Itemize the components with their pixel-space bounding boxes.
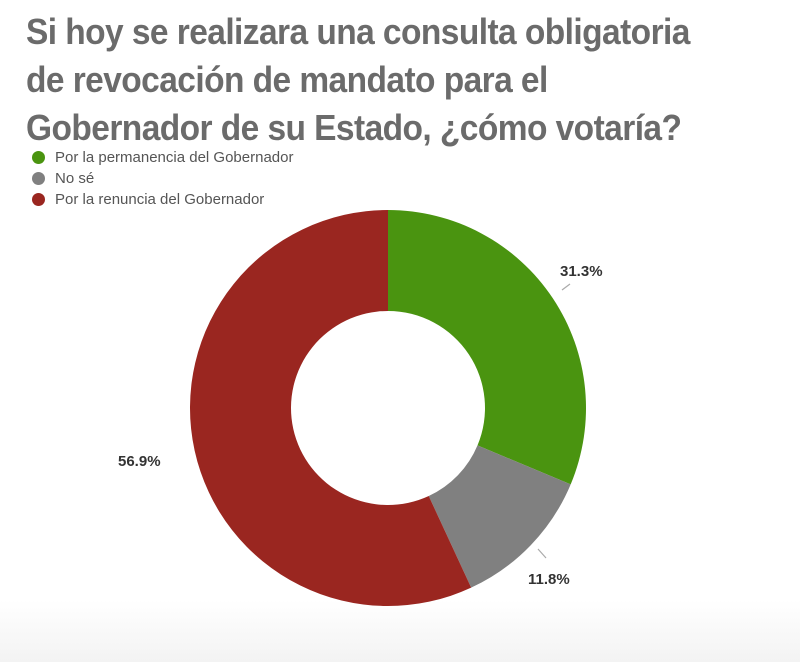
legend-item-permanencia: Por la permanencia del Gobernador	[32, 147, 293, 168]
chart-title: Si hoy se realizara una consulta obligat…	[26, 8, 733, 152]
slice-no-se	[428, 445, 571, 588]
legend-item-renuncia: Por la renuncia del Gobernador	[32, 189, 293, 210]
slice-renuncia	[190, 210, 472, 606]
title-line-2: de revocación de mandato para el	[26, 59, 548, 100]
slice-permanencia	[388, 210, 586, 485]
title-line-3: Gobernador de su Estado, ¿cómo votaría?	[26, 107, 682, 148]
legend-label: No sé	[55, 170, 95, 187]
donut-slices	[190, 210, 586, 606]
legend-label: Por la permanencia del Gobernador	[55, 149, 294, 166]
leader-line	[537, 548, 547, 559]
legend-dot-icon	[32, 193, 45, 206]
title-line-1: Si hoy se realizara una consulta obligat…	[26, 11, 690, 52]
label-leader-lines	[537, 283, 571, 559]
label-permanencia: 31.3%	[560, 263, 603, 280]
label-renuncia: 56.9%	[118, 453, 161, 470]
label-no-se: 11.8%	[528, 571, 570, 588]
chart-legend: Por la permanencia del Gobernador No sé …	[32, 147, 293, 210]
legend-label: Por la renuncia del Gobernador	[55, 191, 265, 208]
legend-item-no-se: No sé	[32, 168, 293, 189]
legend-dot-icon	[32, 172, 45, 185]
leader-line	[561, 283, 571, 291]
legend-dot-icon	[32, 151, 45, 164]
